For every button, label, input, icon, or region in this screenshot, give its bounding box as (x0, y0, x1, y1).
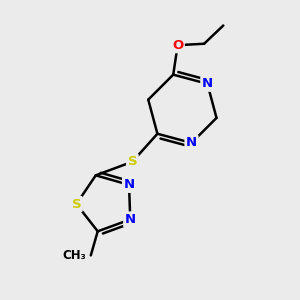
Text: N: N (124, 178, 135, 191)
Text: N: N (202, 77, 213, 90)
Text: N: N (186, 136, 197, 149)
Text: O: O (172, 39, 183, 52)
Text: N: N (125, 213, 136, 226)
Text: S: S (72, 197, 81, 211)
Text: CH₃: CH₃ (63, 249, 86, 262)
Text: S: S (128, 155, 137, 168)
